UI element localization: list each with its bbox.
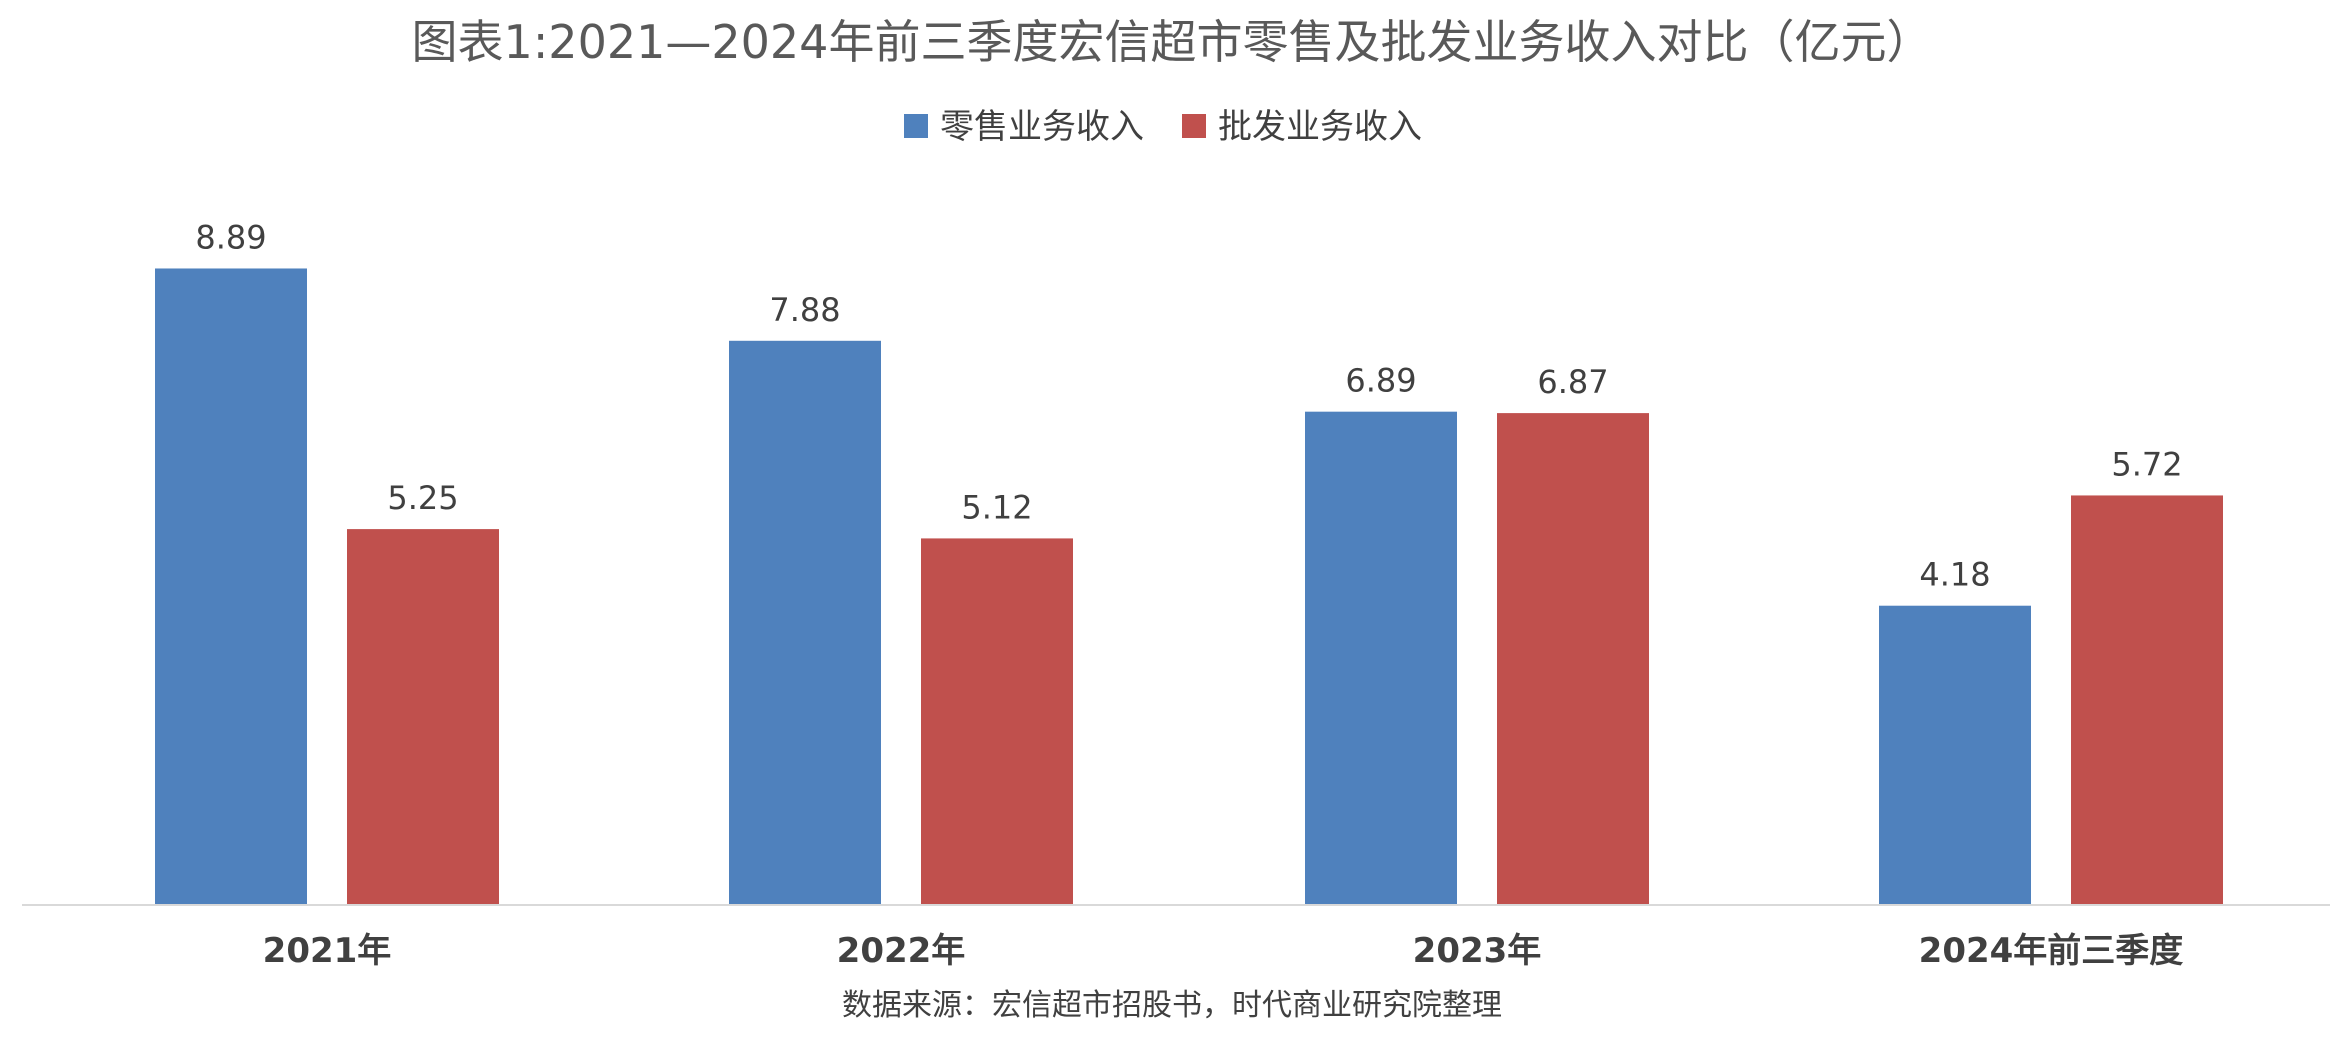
legend-label-retail: 零售业务收入 [940,107,1144,147]
data-label-retail-0: 8.89 [195,218,266,256]
data-label-retail-1: 7.88 [769,291,840,329]
x-tick-label-2: 2023年 [1413,931,1542,971]
data-label-retail-2: 6.89 [1345,362,1416,400]
legend: 零售业务收入 批发业务收入 [904,107,1422,147]
x-tick-label-3: 2024年前三季度 [1919,931,2184,971]
bar-retail-3 [1879,605,2031,905]
data-label-wholesale-3: 5.72 [2111,445,2182,483]
data-label-wholesale-0: 5.25 [387,479,458,517]
bar-retail-1 [729,340,881,905]
bar-wholesale-3 [2071,495,2223,905]
bar-retail-0 [155,268,307,905]
data-label-wholesale-2: 6.87 [1537,363,1608,401]
legend-swatch-retail [904,114,928,138]
x-axis-tick-labels: 2021年 2022年 2023年 2024年前三季度 [263,931,2184,971]
legend-swatch-wholesale [1182,114,1206,138]
plot-area: 8.89 5.25 7.88 5.12 6.89 6.87 4.18 5.72 [155,218,2223,905]
x-tick-label-1: 2022年 [837,931,966,971]
bar-wholesale-2 [1497,413,1649,905]
chart-title: 图表1:2021—2024年前三季度宏信超市零售及批发业务收入对比（亿元） [412,15,1933,69]
legend-label-wholesale: 批发业务收入 [1218,107,1422,147]
x-tick-label-0: 2021年 [263,931,392,971]
bar-retail-2 [1305,411,1457,905]
source-note: 数据来源：宏信超市招股书，时代商业研究院整理 [842,988,1502,1023]
bar-wholesale-1 [921,538,1073,905]
bar-wholesale-0 [347,529,499,905]
data-label-retail-3: 4.18 [1919,556,1990,594]
data-label-wholesale-1: 5.12 [961,488,1032,526]
